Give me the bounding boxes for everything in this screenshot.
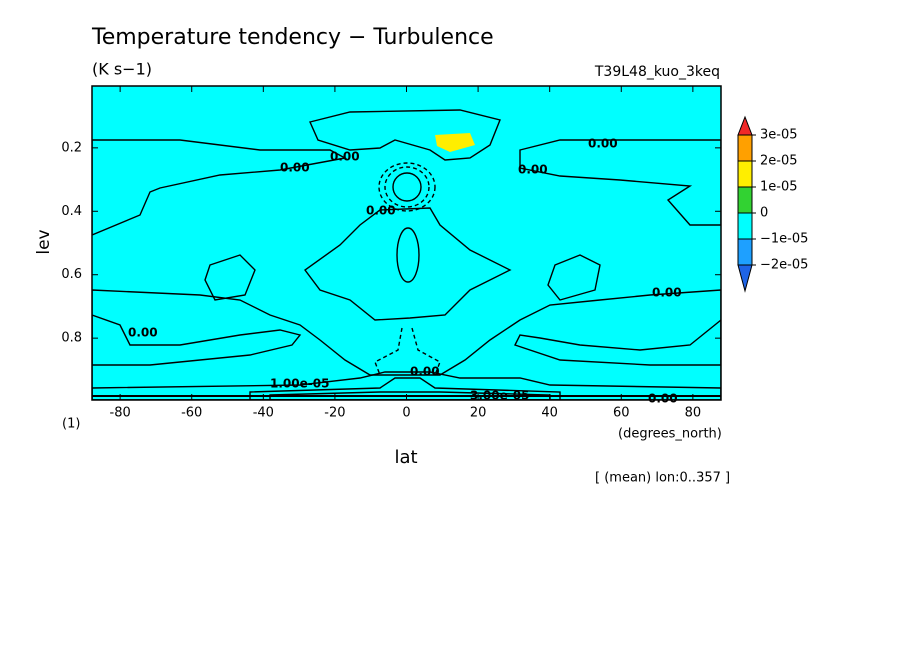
colorbar-swatch xyxy=(737,115,753,136)
x-tick-label: -80 xyxy=(110,406,131,421)
y-tick-label: 0.2 xyxy=(61,140,82,155)
x-tick-label: -20 xyxy=(324,406,345,421)
contour-line xyxy=(374,327,441,376)
colorbar-label: −1e-05 xyxy=(760,232,808,247)
contour-label: 0.00 xyxy=(330,150,360,164)
contour-label: 0.00 xyxy=(648,392,678,406)
contour-field xyxy=(92,86,721,400)
contour-label: 1.00e-05 xyxy=(270,377,329,391)
colorbar-label: 2e-05 xyxy=(760,154,798,169)
colorbar-swatch xyxy=(737,238,753,266)
region xyxy=(514,319,721,366)
colorbar-label: 1e-05 xyxy=(760,180,798,195)
region xyxy=(304,207,512,321)
x-tick-label: 60 xyxy=(613,406,630,421)
run-label: T39L48_kuo_3keq xyxy=(594,64,720,80)
contour-labels: 0.00 0.00 0.00 0.00 0.00 0.00 0.00 0.00 … xyxy=(128,137,682,406)
colorbar-swatch xyxy=(737,264,753,293)
colorbar-label: 3e-05 xyxy=(760,128,798,143)
footnote: [ (mean) lon:0..357 ] xyxy=(595,471,730,486)
region xyxy=(204,254,256,301)
contour-label: 0.00 xyxy=(410,365,440,379)
region xyxy=(92,289,721,400)
region xyxy=(519,139,721,226)
contour-label: 0.00 xyxy=(366,204,396,218)
region xyxy=(92,139,348,236)
contour-label: 0.00 xyxy=(128,326,158,340)
y-tick-label: 0.6 xyxy=(61,267,82,282)
y-axis-label: lev xyxy=(34,229,54,254)
region xyxy=(92,314,302,366)
x-tick-label: -60 xyxy=(181,406,202,421)
y-tick-label: 0.8 xyxy=(61,331,82,346)
region xyxy=(309,109,501,161)
colorbar-swatch xyxy=(737,160,753,188)
colorbar-label: 0 xyxy=(760,206,768,221)
x-tick-label: 0 xyxy=(402,406,410,421)
region xyxy=(435,133,475,152)
colorbar-label: −2e-05 xyxy=(760,258,808,273)
contour-label: 0.00 xyxy=(518,163,548,177)
x-tick-label: 40 xyxy=(541,406,558,421)
contour-line xyxy=(378,162,436,212)
colorbar-swatch xyxy=(737,134,753,162)
x-units: (degrees_north) xyxy=(618,427,722,442)
y-units: (1) xyxy=(62,417,80,432)
colorbar-swatch xyxy=(737,212,753,240)
region xyxy=(92,86,721,400)
x-axis-label: lat xyxy=(394,447,417,468)
x-tick-label: -40 xyxy=(253,406,274,421)
contour-label: 3.00e-05 xyxy=(470,389,529,403)
x-tick-label: 20 xyxy=(470,406,487,421)
contour-label: 0.00 xyxy=(652,286,682,300)
region xyxy=(249,377,561,400)
region xyxy=(396,227,420,283)
region xyxy=(547,254,601,301)
x-tick-label: 80 xyxy=(685,406,702,421)
chart-subtitle: (K s−1) xyxy=(92,60,152,79)
chart-title: Temperature tendency − Turbulence xyxy=(91,25,494,50)
contour-label: 0.00 xyxy=(280,161,310,175)
region xyxy=(92,371,721,400)
contour-label: 0.00 xyxy=(588,137,618,151)
contour-line xyxy=(384,166,430,208)
y-tick-label: 0.4 xyxy=(61,204,82,219)
colorbar-swatch xyxy=(737,186,753,214)
region xyxy=(392,172,422,202)
